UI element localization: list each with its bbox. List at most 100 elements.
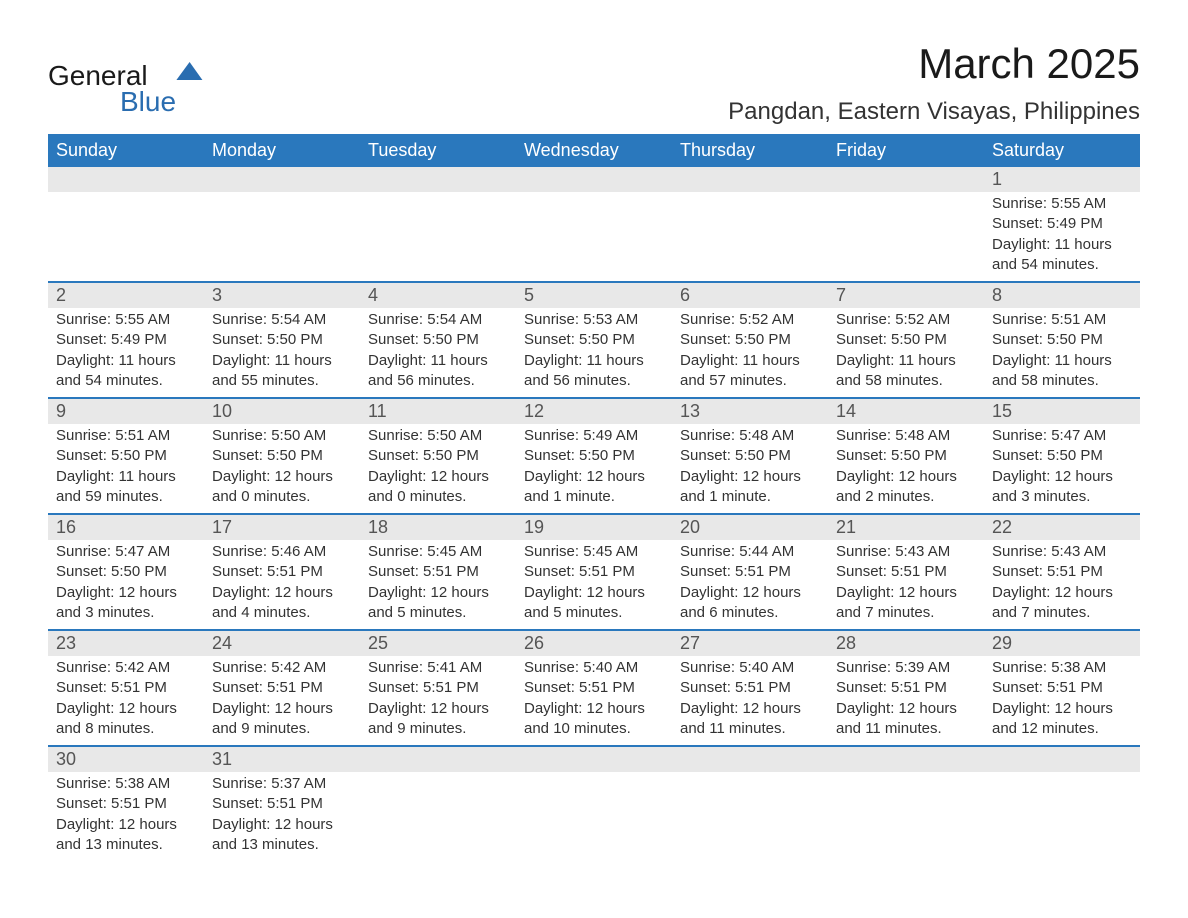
sunrise-text: Sunrise: 5:53 AM (524, 310, 664, 330)
sunrise-text: Sunrise: 5:46 AM (212, 542, 352, 562)
daylight-text: Daylight: 12 hours and 0 minutes. (368, 467, 508, 508)
day-number-cell: 6 (672, 282, 828, 308)
day-detail-cell (516, 772, 672, 861)
day-detail-cell: Sunrise: 5:49 AMSunset: 5:50 PMDaylight:… (516, 424, 672, 514)
day-detail-cell: Sunrise: 5:54 AMSunset: 5:50 PMDaylight:… (204, 308, 360, 398)
calendar-table: Sunday Monday Tuesday Wednesday Thursday… (48, 134, 1140, 861)
day-number-cell (360, 746, 516, 772)
sunrise-text: Sunrise: 5:50 AM (212, 426, 352, 446)
sunset-text: Sunset: 5:51 PM (368, 562, 508, 582)
day-detail-cell: Sunrise: 5:40 AMSunset: 5:51 PMDaylight:… (672, 656, 828, 746)
week-detail-row: Sunrise: 5:38 AMSunset: 5:51 PMDaylight:… (48, 772, 1140, 861)
sunrise-text: Sunrise: 5:48 AM (680, 426, 820, 446)
daylight-text: Daylight: 11 hours and 58 minutes. (836, 351, 976, 392)
daylight-text: Daylight: 12 hours and 13 minutes. (212, 815, 352, 856)
day-detail-cell: Sunrise: 5:54 AMSunset: 5:50 PMDaylight:… (360, 308, 516, 398)
day-number-cell (828, 746, 984, 772)
logo: General Blue (48, 60, 176, 118)
sunrise-text: Sunrise: 5:54 AM (212, 310, 352, 330)
day-number-cell: 28 (828, 630, 984, 656)
day-detail-cell: Sunrise: 5:48 AMSunset: 5:50 PMDaylight:… (672, 424, 828, 514)
sunrise-text: Sunrise: 5:44 AM (680, 542, 820, 562)
day-number-cell: 3 (204, 282, 360, 308)
daylight-text: Daylight: 11 hours and 57 minutes. (680, 351, 820, 392)
sunrise-text: Sunrise: 5:52 AM (836, 310, 976, 330)
daylight-text: Daylight: 12 hours and 1 minute. (680, 467, 820, 508)
day-number-cell: 1 (984, 167, 1140, 192)
day-number-cell: 18 (360, 514, 516, 540)
day-number-cell: 4 (360, 282, 516, 308)
logo-triangle-icon (176, 62, 205, 80)
daylight-text: Daylight: 12 hours and 1 minute. (524, 467, 664, 508)
day-number-cell (516, 746, 672, 772)
sunset-text: Sunset: 5:51 PM (992, 562, 1132, 582)
day-detail-cell: Sunrise: 5:50 AMSunset: 5:50 PMDaylight:… (360, 424, 516, 514)
sunset-text: Sunset: 5:51 PM (212, 678, 352, 698)
day-detail-cell: Sunrise: 5:48 AMSunset: 5:50 PMDaylight:… (828, 424, 984, 514)
day-detail-cell: Sunrise: 5:39 AMSunset: 5:51 PMDaylight:… (828, 656, 984, 746)
logo-blue-text: Blue (120, 86, 176, 118)
day-number-cell: 16 (48, 514, 204, 540)
sunrise-text: Sunrise: 5:45 AM (368, 542, 508, 562)
day-detail-cell: Sunrise: 5:52 AMSunset: 5:50 PMDaylight:… (672, 308, 828, 398)
daylight-text: Daylight: 12 hours and 6 minutes. (680, 583, 820, 624)
sunrise-text: Sunrise: 5:49 AM (524, 426, 664, 446)
sunrise-text: Sunrise: 5:42 AM (56, 658, 196, 678)
sunrise-text: Sunrise: 5:38 AM (992, 658, 1132, 678)
daylight-text: Daylight: 12 hours and 5 minutes. (368, 583, 508, 624)
day-detail-cell: Sunrise: 5:43 AMSunset: 5:51 PMDaylight:… (828, 540, 984, 630)
calendar-body: 1 Sunrise: 5:55 AMSunset: 5:49 PMDayligh… (48, 167, 1140, 861)
day-number-cell: 14 (828, 398, 984, 424)
day-number-cell: 31 (204, 746, 360, 772)
sunset-text: Sunset: 5:49 PM (56, 330, 196, 350)
sunset-text: Sunset: 5:50 PM (212, 330, 352, 350)
day-number-cell: 8 (984, 282, 1140, 308)
day-number-cell: 27 (672, 630, 828, 656)
week-detail-row: Sunrise: 5:42 AMSunset: 5:51 PMDaylight:… (48, 656, 1140, 746)
day-number-cell: 13 (672, 398, 828, 424)
day-detail-cell: Sunrise: 5:45 AMSunset: 5:51 PMDaylight:… (360, 540, 516, 630)
sunset-text: Sunset: 5:51 PM (56, 678, 196, 698)
day-detail-cell: Sunrise: 5:42 AMSunset: 5:51 PMDaylight:… (204, 656, 360, 746)
day-number-cell: 15 (984, 398, 1140, 424)
day-number-cell: 12 (516, 398, 672, 424)
sunset-text: Sunset: 5:50 PM (368, 446, 508, 466)
sunset-text: Sunset: 5:51 PM (212, 562, 352, 582)
day-number-cell (516, 167, 672, 192)
day-detail-cell: Sunrise: 5:43 AMSunset: 5:51 PMDaylight:… (984, 540, 1140, 630)
month-title: March 2025 (728, 40, 1140, 88)
daylight-text: Daylight: 11 hours and 56 minutes. (368, 351, 508, 392)
sunrise-text: Sunrise: 5:55 AM (992, 194, 1132, 214)
sunrise-text: Sunrise: 5:55 AM (56, 310, 196, 330)
day-detail-cell: Sunrise: 5:45 AMSunset: 5:51 PMDaylight:… (516, 540, 672, 630)
day-header: Thursday (672, 134, 828, 167)
week-detail-row: Sunrise: 5:55 AMSunset: 5:49 PMDaylight:… (48, 308, 1140, 398)
sunset-text: Sunset: 5:51 PM (992, 678, 1132, 698)
day-detail-cell: Sunrise: 5:38 AMSunset: 5:51 PMDaylight:… (48, 772, 204, 861)
week-daynum-row: 23242526272829 (48, 630, 1140, 656)
sunset-text: Sunset: 5:51 PM (368, 678, 508, 698)
daylight-text: Daylight: 12 hours and 0 minutes. (212, 467, 352, 508)
day-detail-cell: Sunrise: 5:41 AMSunset: 5:51 PMDaylight:… (360, 656, 516, 746)
day-header: Monday (204, 134, 360, 167)
daylight-text: Daylight: 12 hours and 5 minutes. (524, 583, 664, 624)
day-number-cell: 24 (204, 630, 360, 656)
day-detail-cell: Sunrise: 5:42 AMSunset: 5:51 PMDaylight:… (48, 656, 204, 746)
week-daynum-row: 2345678 (48, 282, 1140, 308)
sunset-text: Sunset: 5:51 PM (680, 562, 820, 582)
day-detail-cell: Sunrise: 5:44 AMSunset: 5:51 PMDaylight:… (672, 540, 828, 630)
day-detail-cell: Sunrise: 5:51 AMSunset: 5:50 PMDaylight:… (48, 424, 204, 514)
day-detail-cell (984, 772, 1140, 861)
day-detail-cell (672, 772, 828, 861)
day-detail-cell: Sunrise: 5:52 AMSunset: 5:50 PMDaylight:… (828, 308, 984, 398)
week-daynum-row: 16171819202122 (48, 514, 1140, 540)
day-number-cell (672, 167, 828, 192)
sunrise-text: Sunrise: 5:38 AM (56, 774, 196, 794)
daylight-text: Daylight: 12 hours and 4 minutes. (212, 583, 352, 624)
sunset-text: Sunset: 5:50 PM (524, 446, 664, 466)
day-number-cell: 7 (828, 282, 984, 308)
daylight-text: Daylight: 11 hours and 54 minutes. (56, 351, 196, 392)
day-number-cell (360, 167, 516, 192)
daylight-text: Daylight: 12 hours and 8 minutes. (56, 699, 196, 740)
sunset-text: Sunset: 5:50 PM (212, 446, 352, 466)
